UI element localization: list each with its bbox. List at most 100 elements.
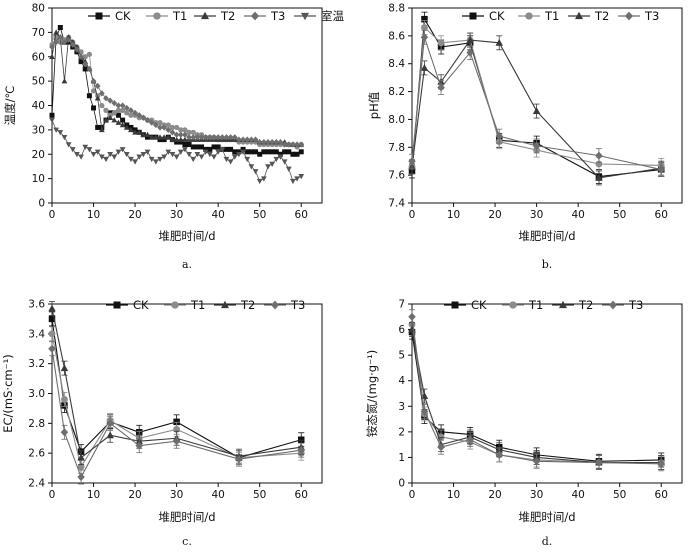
data-point (152, 121, 159, 129)
data-point (57, 130, 64, 136)
data-point (202, 149, 209, 155)
y-tick-label: 3.6 (28, 299, 45, 311)
legend-label: CK (133, 298, 149, 312)
y-tick-label: 8.4 (388, 58, 405, 70)
x-tick-label: 30 (170, 489, 183, 501)
data-point (48, 330, 56, 338)
data-point (78, 59, 84, 65)
data-point (172, 437, 181, 446)
x-tick-label: 40 (211, 209, 224, 221)
data-point (297, 436, 305, 443)
y-tick-label: 8.6 (388, 30, 405, 42)
data-point (269, 138, 276, 146)
data-point (186, 152, 192, 158)
x-axis-title: 堆肥时间/d (158, 229, 215, 243)
data-point (219, 147, 226, 153)
data-point (86, 147, 93, 153)
data-point (49, 53, 55, 59)
data-point (157, 134, 163, 140)
y-tick-label: 0 (38, 198, 45, 210)
data-point (157, 124, 163, 131)
data-point (199, 144, 205, 150)
data-point (466, 36, 474, 43)
data-point (595, 174, 603, 181)
data-point (140, 152, 147, 158)
data-point (286, 149, 292, 155)
data-point (144, 131, 151, 137)
data-point (260, 176, 267, 182)
y-tick-label: 3.0 (28, 388, 45, 400)
legend-marker (200, 11, 210, 20)
data-point (65, 36, 72, 43)
data-point (248, 136, 255, 143)
panel-caption: b. (542, 258, 553, 271)
plot-frame (411, 303, 683, 484)
data-point (148, 119, 155, 126)
y-tick-label: 2.8 (28, 418, 45, 430)
data-point (421, 24, 428, 31)
data-point (157, 156, 163, 163)
legend-marker (608, 300, 618, 310)
data-point (53, 29, 60, 35)
data-point (165, 122, 171, 128)
data-point (177, 131, 184, 138)
data-point (194, 144, 200, 150)
data-point (186, 129, 192, 135)
data-point (420, 407, 429, 416)
data-point (236, 152, 242, 158)
data-point (252, 136, 259, 143)
series-line (51, 308, 302, 459)
data-point (235, 455, 243, 464)
data-point (103, 107, 109, 113)
data-point (53, 39, 60, 46)
data-point (194, 152, 201, 158)
data-point (466, 435, 474, 444)
legend-marker (469, 12, 477, 20)
data-point (190, 156, 197, 163)
data-point (495, 38, 503, 46)
data-point (244, 136, 251, 143)
plot-frame (411, 7, 683, 204)
data-point (260, 138, 267, 146)
data-point (115, 149, 122, 155)
data-point (61, 396, 68, 403)
series-line (411, 37, 662, 171)
data-point (49, 112, 55, 118)
data-point (103, 156, 109, 163)
data-point (49, 117, 55, 124)
data-point (94, 149, 101, 155)
data-point (269, 161, 276, 167)
data-point (107, 152, 114, 158)
data-point (420, 33, 429, 42)
y-tick-label: 80 (32, 3, 45, 15)
panel-caption: d. (542, 535, 553, 548)
legend-label: T3 (290, 298, 305, 312)
data-point (186, 142, 192, 147)
x-tick-label: 40 (211, 489, 224, 501)
data-point (86, 51, 93, 57)
data-point (115, 107, 122, 113)
data-point (215, 144, 221, 150)
data-point (48, 344, 56, 353)
data-point (61, 78, 68, 84)
y-tick-label: 7 (398, 299, 405, 311)
y-tick-label: 60 (32, 51, 45, 63)
data-point (173, 418, 180, 426)
x-tick-label: 0 (409, 209, 416, 221)
data-point (265, 164, 271, 170)
data-point (277, 154, 284, 160)
data-point (123, 104, 130, 112)
data-point (77, 472, 85, 482)
y-tick-label: 40 (32, 100, 45, 112)
data-point (202, 134, 209, 141)
legend-label: CK (489, 9, 505, 23)
data-point (657, 165, 665, 174)
data-point (60, 364, 69, 372)
x-tick-label: 50 (253, 489, 266, 501)
data-point (290, 141, 296, 148)
data-point (408, 312, 416, 321)
data-point (86, 65, 93, 73)
y-tick-label: 10 (32, 173, 45, 185)
x-tick-label: 50 (253, 209, 266, 221)
